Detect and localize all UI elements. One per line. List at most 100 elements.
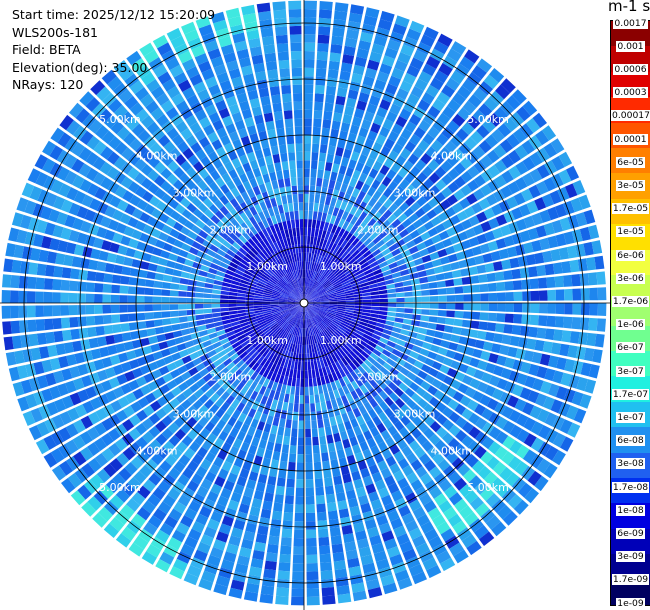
range-gate-cell [578, 332, 588, 345]
range-gate-cell [363, 111, 375, 122]
range-gate-cell [241, 340, 250, 348]
range-gate-cell [427, 351, 438, 360]
range-gate-cell [304, 17, 317, 27]
range-gate-cell [387, 307, 397, 312]
range-gate-cell [326, 434, 334, 444]
range-gate-cell [238, 286, 248, 291]
range-gate-cell [434, 330, 444, 339]
range-gate-cell [256, 253, 265, 262]
range-gate-cell [374, 479, 386, 491]
range-gate-cell [72, 340, 83, 352]
range-gate-cell [167, 422, 180, 434]
range-gate-cell [116, 126, 131, 140]
range-gate-cell [505, 303, 514, 312]
range-gate-cell [182, 147, 194, 160]
range-gate-cell [330, 263, 338, 272]
range-gate-cell [203, 526, 217, 539]
range-gate-cell [316, 503, 326, 513]
range-gate-cell [347, 132, 357, 143]
range-gate-cell [317, 34, 330, 44]
range-gate-cell [170, 210, 181, 221]
range-gate-cell [228, 103, 240, 115]
range-gate-cell [360, 467, 371, 479]
range-gate-cell [143, 49, 159, 64]
range-gate-cell [323, 317, 332, 324]
range-gate-cell [81, 501, 97, 517]
range-gate-cell [495, 238, 507, 249]
range-gate-cell [236, 300, 246, 303]
range-gate-cell [362, 303, 372, 306]
range-gate-cell [53, 196, 66, 210]
range-gate-cell [169, 228, 180, 239]
range-gate-cell [115, 438, 128, 451]
range-gate-cell [270, 334, 278, 343]
range-gate-cell [253, 307, 263, 311]
range-gate-cell [222, 115, 234, 127]
range-gate-cell [317, 385, 324, 395]
range-gate-cell [223, 323, 233, 329]
range-gate-cell [208, 192, 219, 204]
range-gate-cell [262, 378, 270, 388]
range-gate-cell [236, 402, 246, 413]
range-gate-cell [354, 56, 367, 68]
range-gate-cell [2, 274, 12, 288]
range-gate-cell [203, 288, 213, 294]
range-gate-cell [389, 103, 402, 115]
range-gate-cell [375, 225, 385, 235]
range-gate-cell [501, 334, 512, 345]
range-gate-cell [239, 100, 250, 112]
range-gate-cell [275, 485, 285, 496]
range-gate-cell [369, 313, 379, 318]
range-gate-cell [330, 276, 338, 283]
range-gate-cell [520, 361, 532, 374]
range-gate-cell [338, 377, 346, 388]
range-gate-cell [526, 200, 539, 214]
range-gate-cell [315, 314, 322, 322]
range-gate-cell [511, 477, 526, 493]
range-gate-cell [368, 95, 381, 107]
range-gate-cell [425, 268, 436, 276]
range-gate-cell [143, 135, 157, 149]
range-gate-cell [496, 313, 506, 323]
range-gate-cell [556, 357, 567, 371]
range-gate-cell [400, 415, 411, 427]
range-gate-cell [325, 314, 334, 320]
range-gate-cell [145, 320, 155, 328]
range-gate-cell [310, 168, 317, 178]
range-gate-cell [80, 446, 94, 461]
range-gate-cell [306, 588, 320, 597]
range-gate-cell [158, 257, 168, 266]
range-gate-cell [305, 311, 307, 320]
range-gate-cell [276, 43, 289, 53]
range-gate-cell [475, 502, 490, 517]
range-gate-cell [109, 494, 125, 509]
range-gate-cell [309, 352, 314, 362]
range-gate-cell [345, 489, 357, 500]
range-gate-cell [307, 287, 312, 296]
range-gate-cell [362, 309, 371, 313]
range-gate-cell [349, 225, 358, 235]
range-gate-cell [33, 361, 45, 375]
range-gate-cell [58, 427, 72, 442]
range-gate-cell [455, 416, 468, 429]
range-gate-cell [250, 390, 259, 401]
range-gate-cell [136, 241, 147, 252]
range-gate-cell [513, 303, 523, 313]
range-gate-cell [458, 259, 468, 269]
range-gate-cell [156, 114, 169, 127]
range-gate-cell [81, 194, 94, 208]
range-gate-cell [449, 214, 461, 226]
range-gate-cell [329, 416, 337, 426]
range-gate-cell [139, 212, 151, 223]
range-gate-cell [270, 304, 279, 307]
range-gate-cell [307, 310, 311, 319]
range-gate-cell [81, 375, 93, 388]
range-gate-cell [199, 245, 209, 254]
range-gate-cell [437, 288, 447, 295]
range-gate-cell [323, 468, 332, 479]
range-gate-cell [36, 219, 48, 234]
range-gate-cell [112, 324, 122, 334]
range-gate-cell [225, 123, 237, 135]
range-gate-cell [229, 365, 239, 375]
range-gate-cell [77, 305, 86, 315]
